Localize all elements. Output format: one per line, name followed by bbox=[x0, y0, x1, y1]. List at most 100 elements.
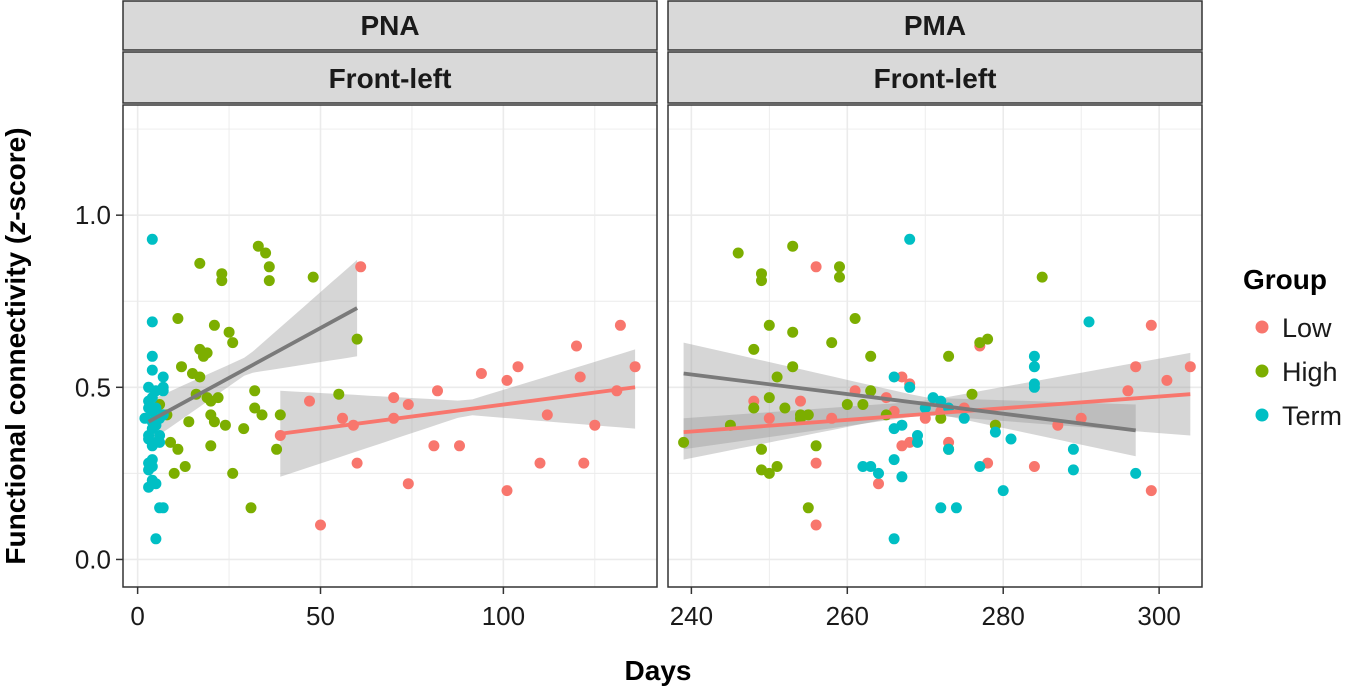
panel-pna: PNA Front-left 0 50 100 bbox=[122, 0, 658, 631]
point-high bbox=[865, 350, 877, 362]
point-term bbox=[146, 233, 158, 245]
data-points bbox=[139, 233, 641, 545]
point-low bbox=[763, 412, 775, 424]
point-high bbox=[763, 319, 775, 331]
point-low bbox=[1145, 319, 1157, 331]
point-high bbox=[307, 271, 319, 283]
strip-top-bg bbox=[122, 0, 658, 51]
point-low bbox=[873, 478, 884, 490]
point-high bbox=[795, 409, 806, 421]
point-high bbox=[194, 257, 206, 269]
point-term bbox=[989, 426, 1001, 438]
legend-label-low: Low bbox=[1282, 313, 1332, 343]
point-high bbox=[260, 247, 272, 259]
point-high bbox=[205, 440, 217, 452]
fit-line-low bbox=[280, 385, 636, 436]
strip-bottom-bg bbox=[122, 51, 658, 104]
point-low bbox=[1028, 461, 1040, 472]
point-high bbox=[194, 371, 206, 383]
point-term bbox=[150, 478, 162, 490]
point-high bbox=[787, 326, 799, 338]
point-high bbox=[351, 333, 363, 345]
grid-lines bbox=[668, 105, 1202, 587]
y-axis-title-italic: z bbox=[0, 221, 31, 236]
point-high bbox=[732, 247, 744, 259]
point-high bbox=[263, 275, 275, 287]
point-term bbox=[154, 436, 166, 448]
point-high bbox=[249, 402, 261, 414]
legend-label-term: Term bbox=[1282, 401, 1342, 431]
point-term bbox=[904, 381, 916, 393]
point-high bbox=[227, 467, 239, 479]
point-term bbox=[857, 461, 869, 472]
point-high bbox=[216, 268, 228, 280]
strip-top-bg bbox=[667, 0, 1203, 51]
y-axis-ticks: 0.0 0.5 1.0 bbox=[75, 200, 123, 574]
point-high bbox=[982, 333, 994, 345]
x-axis-title: Days bbox=[625, 655, 692, 686]
point-low bbox=[402, 399, 414, 410]
point-term bbox=[888, 533, 900, 545]
point-low bbox=[1122, 385, 1134, 397]
point-high bbox=[176, 361, 187, 373]
point-high bbox=[212, 392, 224, 404]
point-high bbox=[201, 347, 213, 359]
point-low bbox=[304, 395, 315, 407]
point-term bbox=[1083, 316, 1095, 328]
panel-pma: PMA Front-left 240 260 280 300 bbox=[667, 0, 1203, 631]
fit-line-high bbox=[147, 306, 359, 424]
point-high bbox=[172, 313, 184, 324]
confidence-band-low bbox=[280, 349, 636, 477]
y-tick-label: 1.0 bbox=[75, 200, 111, 230]
point-high bbox=[771, 461, 783, 472]
point-high bbox=[763, 392, 775, 404]
point-high bbox=[779, 402, 791, 414]
strip-bottom-label: Front-left bbox=[329, 63, 452, 94]
legend-key-term bbox=[1255, 408, 1269, 422]
point-high bbox=[748, 343, 760, 355]
point-high bbox=[857, 399, 869, 410]
x-axis-ticks: 0 50 100 bbox=[130, 587, 525, 631]
point-high bbox=[172, 443, 184, 455]
point-high bbox=[256, 409, 268, 421]
point-low bbox=[589, 419, 601, 431]
legend-title: Group bbox=[1243, 264, 1327, 295]
point-term bbox=[1130, 467, 1142, 479]
point-low bbox=[337, 412, 348, 424]
point-term bbox=[1067, 464, 1079, 476]
point-term bbox=[146, 461, 158, 472]
point-low bbox=[571, 340, 582, 352]
point-term bbox=[150, 533, 162, 545]
point-high bbox=[865, 385, 877, 397]
point-high bbox=[165, 436, 176, 448]
point-high bbox=[787, 361, 799, 373]
point-low bbox=[896, 371, 908, 383]
point-low bbox=[904, 436, 916, 448]
point-low bbox=[1130, 361, 1142, 373]
x-tick-label: 50 bbox=[306, 601, 335, 631]
y-axis-title-end: -score) bbox=[0, 127, 31, 220]
point-term bbox=[912, 436, 923, 448]
x-tick-label: 0 bbox=[130, 601, 144, 631]
point-low bbox=[501, 374, 513, 386]
point-low bbox=[475, 368, 487, 379]
point-low bbox=[428, 440, 440, 452]
point-term bbox=[935, 502, 947, 514]
point-low bbox=[315, 519, 326, 531]
point-high bbox=[249, 385, 261, 397]
point-high bbox=[223, 326, 235, 338]
point-high bbox=[802, 502, 814, 514]
point-high bbox=[834, 271, 845, 283]
x-tick-label: 100 bbox=[482, 601, 525, 631]
x-tick-label: 280 bbox=[982, 601, 1025, 631]
point-term bbox=[1028, 350, 1040, 362]
point-low bbox=[1145, 485, 1157, 497]
point-high bbox=[771, 371, 783, 383]
point-term bbox=[943, 443, 955, 455]
x-tick-label: 240 bbox=[670, 601, 713, 631]
point-low bbox=[1161, 374, 1173, 386]
fit-lines bbox=[683, 371, 1191, 434]
point-high bbox=[966, 388, 978, 400]
point-high bbox=[748, 402, 760, 414]
point-high bbox=[168, 467, 180, 479]
